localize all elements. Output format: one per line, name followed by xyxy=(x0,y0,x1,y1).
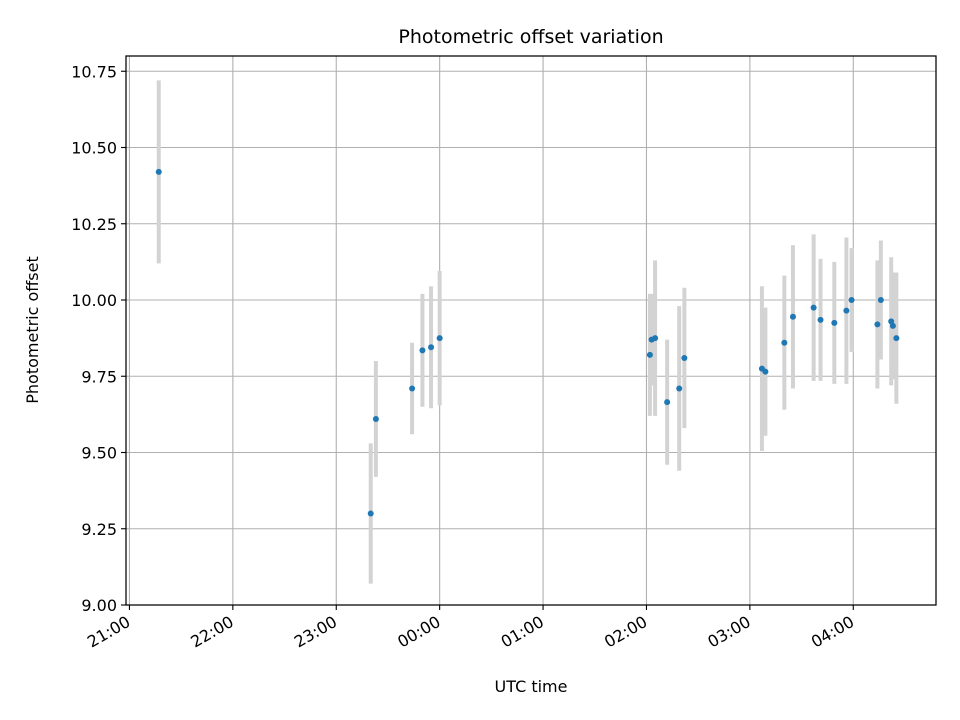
y-tick-label: 9.50 xyxy=(81,444,117,463)
data-point xyxy=(877,297,884,303)
data-point xyxy=(831,319,838,326)
data-point xyxy=(436,335,443,342)
data-point xyxy=(789,313,796,320)
y-tick-label: 9.00 xyxy=(81,596,117,615)
data-point xyxy=(676,385,683,392)
data-point xyxy=(646,351,653,358)
y-tick-label: 9.75 xyxy=(81,367,117,386)
chart-title: Photometric offset variation xyxy=(398,26,663,48)
data-point xyxy=(893,335,900,342)
y-axis-label: Photometric offset xyxy=(23,256,42,404)
data-point xyxy=(888,318,895,325)
y-tick-label: 10.25 xyxy=(71,215,117,234)
y-tick-label: 10.50 xyxy=(71,139,117,158)
x-tick-label: 01:00 xyxy=(498,612,547,652)
x-tick-label: 22:00 xyxy=(187,612,236,652)
data-point xyxy=(664,399,671,406)
x-tick-label: 04:00 xyxy=(808,612,857,652)
grid xyxy=(126,56,936,606)
x-axis-label: UTC time xyxy=(495,677,568,696)
data-point xyxy=(428,344,435,351)
x-tick-label: 02:00 xyxy=(601,612,650,652)
data-point xyxy=(817,316,824,323)
data-point xyxy=(372,415,379,422)
data-point xyxy=(155,168,162,175)
data-points xyxy=(155,168,900,517)
y-tick-label: 10.75 xyxy=(71,62,117,81)
x-tick-label: 21:00 xyxy=(84,612,133,652)
axis-ticks: 21:00 22:00 23:00 00:00 01:00 02:00 03:00 04:00… xyxy=(71,62,857,651)
y-tick-label: 10.00 xyxy=(71,291,117,310)
y-tick-label: 9.25 xyxy=(81,520,117,539)
data-point xyxy=(889,322,896,329)
data-point xyxy=(681,354,688,361)
data-point xyxy=(874,321,881,328)
x-tick-label: 23:00 xyxy=(291,612,340,652)
data-point xyxy=(762,368,769,375)
plot-frame xyxy=(125,55,937,606)
data-point xyxy=(843,307,850,314)
data-point xyxy=(848,297,855,303)
data-point xyxy=(409,385,416,392)
x-tick-label: 03:00 xyxy=(704,612,753,652)
data-point xyxy=(367,510,374,517)
data-point xyxy=(652,335,659,342)
x-tick-label: 00:00 xyxy=(394,612,443,652)
error-bars xyxy=(156,80,899,584)
data-point xyxy=(419,347,426,354)
data-point xyxy=(781,339,788,346)
data-point xyxy=(810,304,817,311)
